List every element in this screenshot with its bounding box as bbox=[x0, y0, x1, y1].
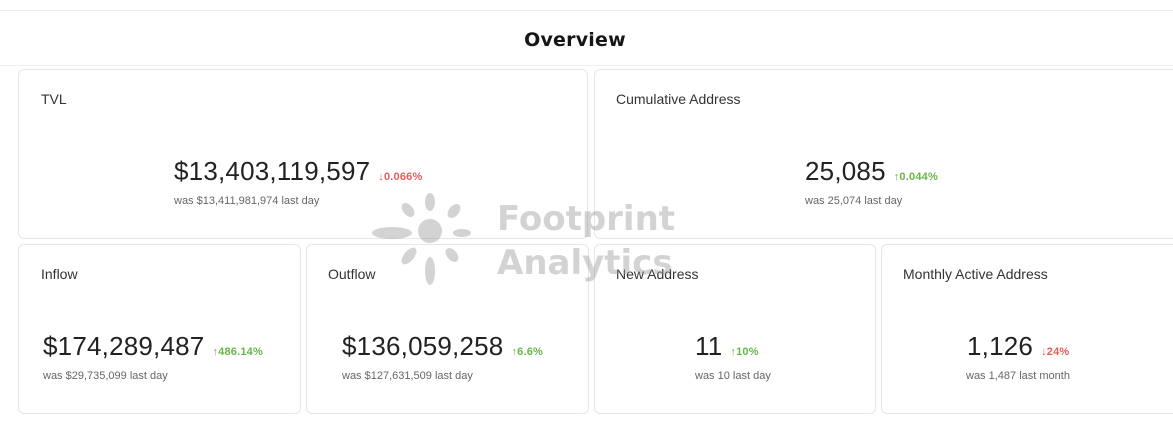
card-label: TVL bbox=[41, 91, 67, 107]
metric-row: 11 ↑10% bbox=[695, 331, 759, 362]
change-badge: ↓24% bbox=[1041, 346, 1070, 358]
previous-value: was 25,074 last day bbox=[805, 195, 903, 207]
previous-value: was 1,487 last month bbox=[966, 370, 1070, 382]
monthly-active-address-card[interactable]: Monthly Active Address 1,126 ↓24% was 1,… bbox=[881, 244, 1173, 414]
metric-value: 11 bbox=[695, 331, 723, 361]
card-label: Cumulative Address bbox=[616, 91, 741, 107]
previous-value: was $29,735,099 last day bbox=[43, 370, 168, 382]
metric-row: $13,403,119,597 ↓0.066% bbox=[174, 156, 422, 187]
metric-value: 1,126 bbox=[967, 331, 1034, 361]
card-label: Inflow bbox=[41, 266, 78, 282]
tvl-card[interactable]: TVL $13,403,119,597 ↓0.066% was $13,411,… bbox=[18, 69, 588, 239]
card-label: Outflow bbox=[328, 266, 376, 282]
top-divider bbox=[0, 10, 1173, 11]
metric-value: $13,403,119,597 bbox=[174, 156, 371, 186]
page-title: Overview bbox=[524, 29, 626, 51]
outflow-card[interactable]: Outflow $136,059,258 ↑6.6% was $127,631,… bbox=[306, 244, 589, 414]
metric-row: $136,059,258 ↑6.6% bbox=[342, 331, 543, 362]
inflow-card[interactable]: Inflow $174,289,487 ↑486.14% was $29,735… bbox=[18, 244, 301, 414]
cumulative-address-card[interactable]: Cumulative Address 25,085 ↑0.044% was 25… bbox=[594, 69, 1173, 239]
metric-value: $174,289,487 bbox=[43, 331, 205, 361]
card-label: Monthly Active Address bbox=[903, 266, 1048, 282]
change-badge: ↑486.14% bbox=[212, 346, 263, 358]
metric-row: 25,085 ↑0.044% bbox=[805, 156, 938, 187]
change-badge: ↑10% bbox=[730, 346, 759, 358]
metric-row: $174,289,487 ↑486.14% bbox=[43, 331, 263, 362]
previous-value: was 10 last day bbox=[695, 370, 771, 382]
change-badge: ↑6.6% bbox=[511, 346, 544, 358]
header-bar bbox=[0, 11, 1173, 66]
metric-row: 1,126 ↓24% bbox=[967, 331, 1069, 362]
change-badge: ↓0.066% bbox=[378, 171, 423, 183]
metric-value: $136,059,258 bbox=[342, 331, 504, 361]
change-badge: ↑0.044% bbox=[893, 171, 938, 183]
metric-value: 25,085 bbox=[805, 156, 886, 186]
new-address-card[interactable]: New Address 11 ↑10% was 10 last day bbox=[594, 244, 876, 414]
card-label: New Address bbox=[616, 266, 699, 282]
previous-value: was $13,411,981,974 last day bbox=[174, 195, 320, 207]
previous-value: was $127,631,509 last day bbox=[342, 370, 473, 382]
